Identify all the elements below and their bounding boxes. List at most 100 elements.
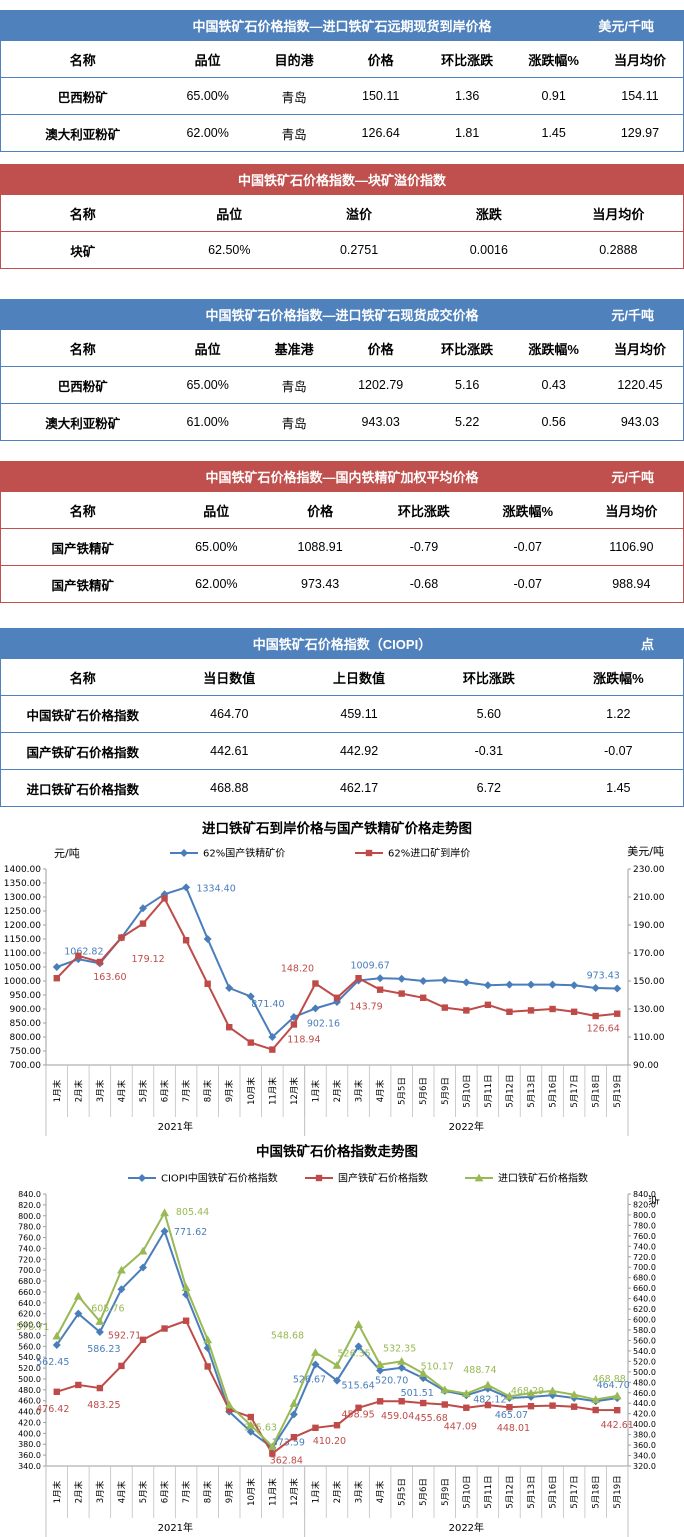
diamond-marker [138, 1174, 146, 1182]
column-header: 涨跌 [475, 206, 502, 222]
x-axis-label: 11月末 [267, 1478, 278, 1506]
value-cell: 1220.45 [617, 378, 663, 392]
x-axis-label: 5月11日 [484, 1475, 494, 1508]
table-domestic-concentrate: 中国铁矿石价格指数—国内铁精矿加权平均价格 元/千吨 名称 品位 价格 环比涨跌 涨跌幅… [0, 461, 684, 603]
left-axis-tick: 800.00 [10, 1033, 42, 1043]
square-marker [290, 1433, 298, 1441]
value-cell: 442.61 [210, 744, 249, 758]
triangle-marker [474, 1173, 484, 1182]
value-cell: 154.11 [621, 89, 659, 103]
left-axis-tick: 480.0 [18, 1386, 41, 1395]
table-title: 中国铁矿石价格指数—块矿溢价指数 [237, 172, 446, 188]
triangle-marker [267, 1442, 277, 1451]
square-marker [204, 1363, 211, 1370]
value-cell: 0.56 [541, 415, 566, 429]
value-cell: 1106.90 [609, 540, 654, 554]
data-label: 488.74 [463, 1365, 496, 1376]
value-cell: -0.07 [604, 744, 633, 758]
triangle-marker [612, 1391, 622, 1400]
triangle-marker [52, 1331, 62, 1340]
data-label: 143.79 [349, 1002, 382, 1013]
triangle-marker [375, 1360, 385, 1369]
x-axis-label: 6月末 [160, 1480, 171, 1503]
square-marker [226, 1024, 233, 1031]
left-axis-tick: 950.00 [10, 991, 42, 1001]
square-marker [75, 1381, 82, 1389]
square-marker [75, 952, 82, 959]
right-axis-tick: 580.0 [633, 1326, 656, 1335]
square-marker [527, 1007, 535, 1014]
left-axis-tick: 1250.00 [4, 907, 41, 917]
data-label: 805.44 [176, 1207, 209, 1218]
value-cell: 129.97 [620, 126, 660, 140]
x-axis-label: 5月6日 [419, 1077, 429, 1105]
square-marker [376, 986, 384, 993]
triangle-marker [397, 1356, 407, 1365]
legend-label: 62%进口矿到岸价 [388, 847, 470, 860]
column-header: 价格 [307, 503, 334, 519]
data-label: 902.16 [307, 1018, 340, 1029]
column-header: 当月均价 [613, 52, 666, 68]
right-axis-unit: 点 [647, 1195, 660, 1206]
table-import-forward-cfr: 中国铁矿石价格指数—进口铁矿石远期现货到岸价格 美元/千吨 名称 品位 目的港 价格 环… [0, 10, 684, 152]
legend-label: 62%国产铁精矿价 [203, 847, 285, 860]
x-axis-label: 5月10日 [462, 1475, 472, 1508]
square-marker [139, 1336, 147, 1343]
diamond-marker [117, 1285, 126, 1294]
triangle-marker [548, 1386, 557, 1395]
left-axis-tick: 620.0 [18, 1310, 41, 1319]
x-axis-label: 1月末 [310, 1079, 321, 1102]
square-marker [96, 958, 104, 966]
row-name-cell: 巴西粉矿 [57, 379, 108, 394]
square-marker [570, 1008, 578, 1015]
left-axis-tick: 1400.00 [4, 865, 41, 875]
value-cell: 1088.91 [297, 540, 343, 554]
diamond-marker [613, 984, 622, 993]
left-axis-tick: 400.0 [18, 1429, 41, 1438]
column-header: 品位 [194, 52, 221, 68]
diamond-marker [527, 980, 535, 989]
data-label: 373.59 [272, 1438, 305, 1449]
column-header: 名称 [69, 670, 96, 686]
square-marker [355, 975, 362, 982]
x-axis-label: 5月19日 [613, 1074, 623, 1107]
triangle-marker [117, 1265, 126, 1274]
value-cell: 5.60 [476, 707, 501, 721]
table-row: 巴西粉矿 65.00% 青岛 150.11 1.36 0.91 154.11 [0, 78, 684, 115]
value-cell: 青岛 [281, 416, 307, 431]
diamond-marker [419, 977, 428, 985]
triangle-marker [160, 1208, 169, 1217]
left-axis-tick: 800.0 [18, 1212, 41, 1221]
right-axis-tick: 150.00 [633, 977, 665, 987]
square-marker [506, 1404, 513, 1411]
triangle-marker [505, 1391, 514, 1400]
column-header: 环比涨跌 [441, 341, 494, 357]
right-axis-tick: 130.00 [633, 1005, 665, 1015]
right-axis-tick: 360.0 [633, 1441, 656, 1450]
column-header: 价格 [367, 341, 394, 357]
left-axis-tick: 560.0 [18, 1342, 41, 1351]
diamond-marker [440, 976, 449, 985]
table-header-row: 名称 当日数值 上日数值 环比涨跌 涨跌幅% [0, 659, 684, 696]
year-group-label: 2021年 [158, 1521, 193, 1534]
right-axis-tick: 700.0 [633, 1263, 656, 1272]
triangle-marker [203, 1335, 213, 1344]
data-label: 126.64 [587, 1024, 620, 1035]
data-label: 118.94 [287, 1034, 320, 1045]
right-axis-tick: 460.0 [633, 1389, 656, 1398]
data-label: 501.51 [401, 1388, 434, 1399]
table-row: 中国铁矿石价格指数 464.70 459.11 5.60 1.22 [0, 696, 684, 733]
row-name-cell: 进口铁矿石价格指数 [26, 782, 139, 797]
square-marker [614, 1010, 621, 1017]
square-marker [312, 1424, 319, 1432]
data-label: 179.12 [131, 954, 164, 965]
table-header-row: 名称 品位 基准港 价格 环比涨跌 涨跌幅% 当月均价 [0, 330, 684, 367]
right-axis-tick: 420.0 [633, 1410, 656, 1419]
left-axis-tick: 1200.00 [4, 921, 41, 931]
data-label: 510.17 [421, 1361, 454, 1372]
square-marker [118, 1362, 125, 1370]
value-cell: -0.68 [409, 577, 439, 591]
x-axis-label: 3月末 [354, 1079, 365, 1102]
triangle-marker [246, 1420, 256, 1429]
table-row: 巴西粉矿 65.00% 青岛 1202.79 5.16 0.43 1220.45 [0, 367, 684, 404]
